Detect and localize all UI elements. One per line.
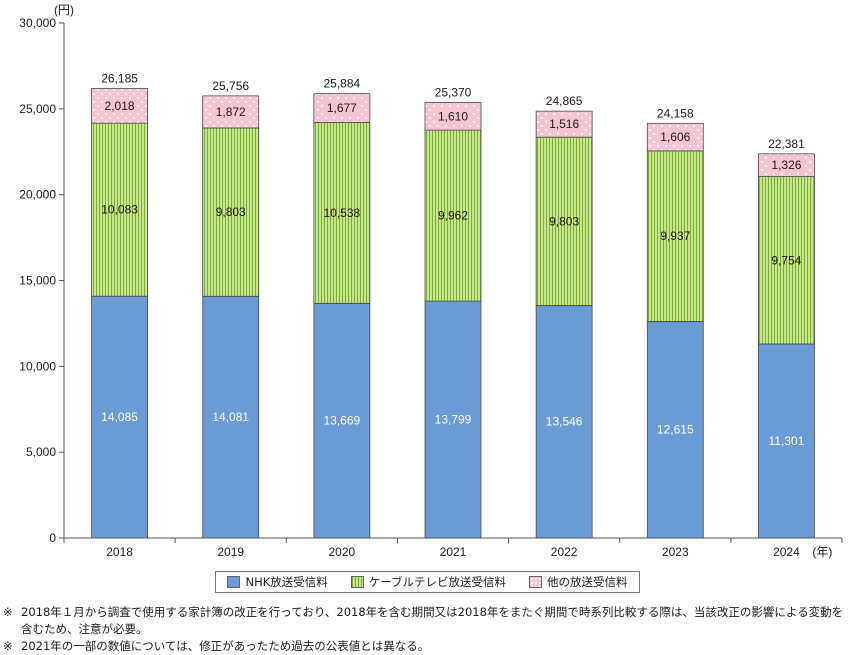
- y-tick-label: 10,000: [19, 359, 56, 373]
- data-label-nhk: 13,799: [435, 413, 472, 427]
- y-tick-label: 15,000: [19, 274, 56, 288]
- data-label-cable: 10,083: [101, 203, 138, 217]
- x-tick-label: 2021: [440, 545, 467, 559]
- x-tick-label: 2019: [217, 545, 244, 559]
- data-labels: 14,085 10,083 2,018 26,185 14,081 9,803 1,872 2…: [101, 71, 805, 448]
- footnote-text: 2018年１月から調査で使用する家計簿の改正を行っており、2018年を含む期間又…: [21, 605, 844, 636]
- y-tick-label: 20,000: [19, 188, 56, 202]
- data-label-nhk: 11,301: [769, 434, 805, 448]
- data-label-nhk: 13,546: [546, 415, 583, 429]
- data-label-bg: [547, 117, 582, 132]
- data-label-cable: 9,803: [216, 205, 246, 219]
- total-label: 22,381: [768, 137, 805, 151]
- data-label-other: 1,872: [216, 105, 246, 119]
- data-label-other: 1,606: [660, 130, 690, 144]
- bar-segment-nhk: [202, 295, 260, 539]
- bar-segment-cable: [202, 127, 260, 297]
- bars: [91, 88, 815, 539]
- total-label: 26,185: [101, 71, 138, 85]
- legend-item-other: 他の放送受信料: [528, 574, 628, 590]
- bar-segment-cable: [313, 122, 371, 304]
- data-label-bg: [769, 158, 804, 173]
- bar-segment-cable: [535, 136, 593, 306]
- x-tick-label: 2023: [662, 545, 689, 559]
- x-tick-label: 2020: [329, 545, 356, 559]
- x-tick-label: 2024: [773, 545, 800, 559]
- data-label-other: 1,677: [327, 101, 357, 115]
- data-label-cable: 9,962: [438, 209, 468, 223]
- data-label-bg: [213, 104, 249, 119]
- data-label-other: 1,516: [549, 117, 579, 131]
- bar-segment-nhk: [535, 305, 593, 539]
- footnote-mark: ※: [3, 605, 13, 619]
- bar-segment-cable: [758, 176, 815, 345]
- data-label-cable: 9,803: [549, 214, 579, 228]
- total-label: 25,756: [212, 79, 249, 93]
- legend-label-cable: ケーブルテレビ放送受信料: [368, 575, 507, 589]
- data-label-nhk: 14,081: [212, 410, 249, 424]
- data-label-cable: 10,538: [324, 206, 361, 220]
- total-label: 25,884: [324, 77, 361, 91]
- bar-segment-cable: [646, 150, 704, 322]
- total-label: 24,865: [546, 94, 583, 108]
- legend-label-other: 他の放送受信料: [546, 575, 628, 589]
- data-label-cable: 9,754: [771, 253, 801, 267]
- legend-swatch-other: [528, 576, 542, 588]
- data-label-bg: [658, 130, 693, 145]
- total-label: 25,370: [435, 85, 472, 99]
- data-label-bg: [102, 98, 137, 113]
- legend-item-cable: ケーブルテレビ放送受信料: [350, 574, 507, 590]
- footnote-2: ※ 2021年の一部の数値については、修正があったため過去の公表値とは異なる。: [3, 638, 853, 655]
- legend-swatch-cable: [350, 576, 364, 588]
- y-tick-label: 25,000: [19, 102, 56, 116]
- y-tick-label: 0: [49, 531, 56, 545]
- bar-segment-nhk: [646, 321, 704, 539]
- legend-label-nhk: NHK放送受信料: [245, 575, 328, 589]
- data-label-bg: [435, 109, 471, 124]
- data-label-nhk: 12,615: [657, 423, 694, 437]
- footnote-text: 2021年の一部の数値については、修正があったため過去の公表値とは異なる。: [21, 639, 430, 653]
- data-label-other: 1,326: [771, 158, 801, 172]
- legend-item-nhk: NHK放送受信料: [227, 574, 328, 590]
- legend: NHK放送受信料 ケーブルテレビ放送受信料 他の放送受信料: [215, 571, 640, 593]
- footnote-mark: ※: [3, 639, 13, 653]
- axes: 0 5,000 10,000 15,000 20,000 25,000 30,000(円) 2…: [19, 3, 843, 559]
- x-tick-label: 2018: [106, 545, 133, 559]
- bar-segment-nhk: [91, 295, 148, 539]
- data-label-bg: [324, 101, 360, 116]
- data-label-cable: 9,937: [660, 229, 690, 243]
- data-label-nhk: 14,085: [101, 410, 138, 424]
- total-label: 24,158: [657, 106, 694, 120]
- y-tick-label: 5,000: [26, 445, 56, 459]
- y-tick-label: 30,000: [19, 16, 56, 30]
- x-tick-label: 2022: [551, 545, 578, 559]
- y-unit-label: (円): [54, 3, 74, 17]
- bar-segment-nhk: [424, 300, 482, 539]
- bar-segment-cable: [424, 129, 482, 302]
- bar-segment-nhk: [313, 302, 371, 539]
- footnote-1: ※ 2018年１月から調査で使用する家計簿の改正を行っており、2018年を含む期…: [3, 604, 853, 638]
- data-label-other: 1,610: [438, 109, 468, 123]
- bar-segment-nhk: [758, 343, 815, 539]
- x-unit-label: (年): [812, 545, 832, 559]
- stacked-bar-chart: 0 5,000 10,000 15,000 20,000 25,000 30,000(円) 2…: [19, 3, 843, 559]
- footnotes: ※ 2018年１月から調査で使用する家計簿の改正を行っており、2018年を含む期…: [3, 604, 853, 655]
- legend-swatch-nhk: [227, 576, 241, 588]
- data-label-other: 2,018: [105, 99, 135, 113]
- data-label-nhk: 13,669: [324, 414, 361, 428]
